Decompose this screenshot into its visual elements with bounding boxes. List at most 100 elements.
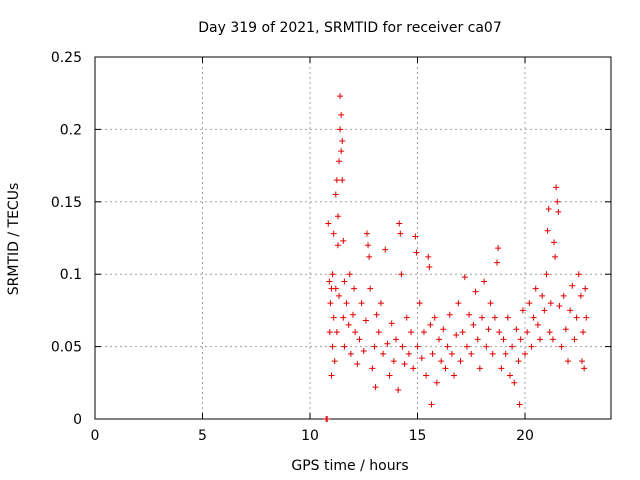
data-point [545, 206, 552, 213]
data-point [341, 343, 348, 350]
data-point [428, 401, 435, 408]
data-point [519, 307, 526, 314]
data-point [516, 401, 523, 408]
data-point [448, 350, 455, 357]
data-point [580, 329, 587, 336]
data-point [515, 358, 522, 365]
data-point [426, 263, 433, 270]
data-point [405, 350, 412, 357]
data-point [423, 372, 430, 379]
data-point [336, 158, 343, 165]
data-point [436, 336, 442, 343]
plot-border [94, 56, 612, 420]
data-point [565, 358, 571, 365]
data-point [396, 220, 403, 227]
data-point [546, 329, 553, 336]
data-point [463, 343, 470, 350]
data-point [547, 300, 554, 307]
data-point [444, 343, 451, 350]
data-point [466, 311, 473, 318]
data-point [485, 326, 492, 333]
data-point [384, 340, 391, 347]
y-tick-label: 0.2 [60, 122, 82, 138]
data-point [373, 311, 380, 318]
data-point [582, 285, 589, 292]
data-point [382, 246, 389, 253]
data-point [360, 347, 367, 354]
x-tick-label: 20 [516, 428, 534, 444]
data-point [325, 220, 332, 227]
data-point [453, 332, 460, 339]
data-point [470, 321, 477, 328]
data-point [362, 317, 369, 324]
data-point [496, 329, 503, 336]
data-point [509, 343, 516, 350]
data-point [539, 292, 546, 299]
data-point [338, 148, 345, 155]
data-point [552, 253, 559, 260]
data-point [337, 93, 344, 100]
y-tick-label: 0.1 [60, 267, 82, 283]
data-point [581, 365, 588, 372]
data-point [366, 253, 373, 260]
data-point [578, 358, 585, 365]
data-point [326, 278, 333, 285]
data-point [332, 191, 339, 198]
data-point [403, 314, 410, 321]
data-point [401, 360, 408, 367]
data-point [491, 314, 498, 321]
data-point [346, 271, 353, 278]
axis-ticks: 0 5 10 15 20 0 0.05 0.1 0.15 0.2 0.25 [51, 50, 611, 444]
data-point [414, 343, 421, 350]
data-point [433, 379, 440, 386]
data-point [528, 343, 535, 350]
data-point [517, 336, 524, 343]
data-point [558, 343, 565, 350]
data-point [567, 307, 574, 314]
data-point [502, 350, 509, 357]
data-point [377, 300, 384, 307]
data-point [500, 336, 507, 343]
data-point [537, 336, 544, 343]
data-point [345, 321, 352, 328]
data-point [358, 300, 365, 307]
data-point [556, 303, 563, 310]
data-point [338, 111, 345, 118]
data-point [573, 314, 580, 321]
data-point [350, 311, 356, 318]
data-point [431, 314, 438, 321]
y-tick-label: 0 [73, 412, 82, 428]
data-point [498, 365, 505, 372]
data-point [451, 372, 458, 379]
data-point [427, 321, 434, 328]
data-point [442, 365, 449, 372]
data-point [479, 314, 485, 321]
data-point [331, 358, 338, 365]
y-tick-label: 0.15 [51, 195, 82, 211]
data-point [330, 230, 337, 237]
x-tick-label: 10 [301, 428, 319, 444]
data-point [551, 239, 558, 246]
data-point [339, 137, 346, 144]
chart-title: Day 319 of 2021, SRMTID for receiver ca0… [198, 20, 502, 36]
data-point [457, 358, 464, 365]
data-point [455, 300, 462, 307]
data-point [369, 365, 376, 372]
y-tick-label: 0.25 [51, 50, 82, 66]
data-point [390, 358, 397, 365]
data-point [418, 355, 425, 362]
data-point [504, 314, 511, 321]
data-point [438, 358, 445, 365]
x-tick-label: 15 [409, 428, 427, 444]
data-point [333, 177, 340, 184]
data-point [577, 292, 584, 299]
data-point [522, 350, 528, 357]
data-point [429, 350, 436, 357]
data-point [420, 329, 427, 336]
data-point [530, 314, 537, 321]
data-point [541, 307, 548, 314]
data-point [380, 350, 387, 357]
data-point [553, 184, 560, 191]
data-point [474, 336, 481, 343]
